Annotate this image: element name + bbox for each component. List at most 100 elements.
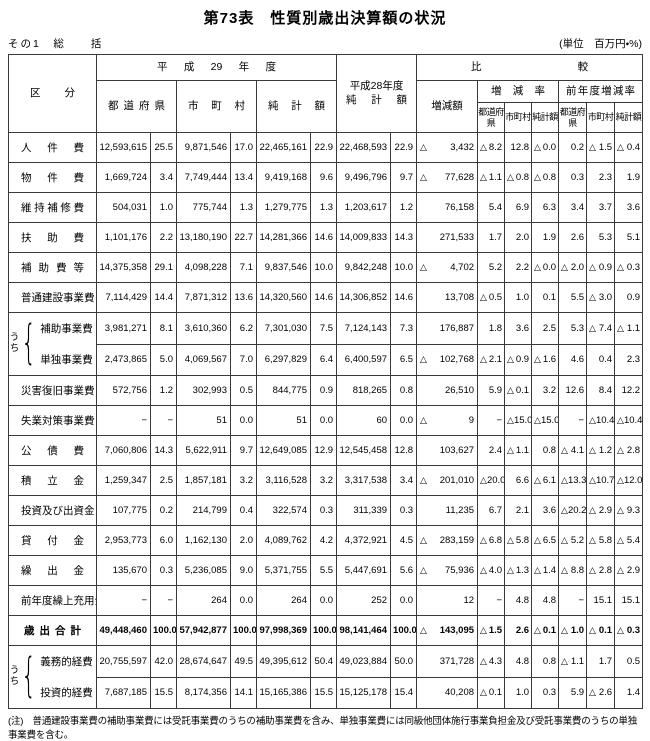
table-cell: 2.3: [614, 343, 644, 376]
table-cell: 13,180,190: [176, 222, 231, 253]
table-row: 人件費 12,593,615 25.5 9,871,546 17.0 22,465,161…: [8, 132, 644, 163]
table-cell: 2.0: [504, 222, 533, 253]
table-cell: 14.1: [230, 676, 257, 709]
footnote: (注) 普通建設事業費の補助事業費には受託事業費のうちの補助事業費を含み、単独事…: [8, 716, 638, 741]
table-cell: 214,799: [176, 495, 231, 526]
table-cell: 844,775: [256, 375, 311, 406]
table-cell: 3,981,271: [96, 312, 151, 345]
decrease-triangle-icon: △: [507, 565, 514, 575]
table-row: 積立金 1,259,347 2.5 1,857,181 3.2 3,116,528 3.2 3…: [8, 465, 644, 496]
table-cell: 0.8: [531, 435, 560, 466]
decrease-triangle-icon: △: [561, 655, 568, 666]
table-cell: 22.9: [390, 132, 418, 163]
table-cell: 1.2: [150, 375, 177, 406]
row-label-cell: 公債費: [8, 435, 97, 466]
row-label: 失業対策事業費: [21, 415, 95, 427]
table-cell: 7.1: [230, 252, 257, 283]
row-label-group: うち{義務的経費投資的経費: [8, 645, 97, 709]
table-cell: △ 2.0: [558, 252, 588, 283]
table-cell: △ 0.3: [614, 252, 644, 283]
table-cell: 5.5: [309, 555, 338, 586]
table-cell: 1.4: [614, 676, 644, 709]
table-cell: 1.3: [309, 192, 338, 223]
decrease-triangle-icon: △: [534, 565, 541, 575]
decrease-triangle-icon: △: [480, 535, 487, 545]
table-cell: 3,610,360: [176, 312, 231, 345]
table-cell: 9.7: [390, 162, 418, 193]
table-cell: 1.7: [477, 222, 506, 253]
table-cell: 3,116,528: [256, 465, 311, 496]
table-cell: △ 1.1: [504, 435, 533, 466]
decrease-triangle-icon: △: [589, 445, 596, 455]
row-label-cell: 前年度繰上充用金: [8, 585, 97, 616]
table-cell: 3.2: [230, 465, 257, 496]
table-cell: 107,775: [96, 495, 151, 526]
table-cell: △ 6.1: [531, 465, 560, 496]
table-cell: 5,371,755: [256, 555, 311, 586]
row-label: 歳出合計: [24, 625, 81, 637]
decrease-triangle-icon: △: [534, 625, 541, 635]
decrease-triangle-icon: △: [589, 262, 596, 272]
header-zogenritsu: 増減率: [477, 80, 560, 103]
table-cell: 7.3: [390, 312, 418, 345]
table-cell: 50.0: [390, 645, 418, 678]
table-cell: 1.2: [390, 192, 418, 223]
table-row: 貸付金 2,953,773 6.0 1,162,130 2.0 4,089,762 4.2 4…: [8, 525, 644, 556]
table-cell: 0.0: [230, 405, 257, 436]
table-cell: 100.0: [230, 615, 257, 646]
table-cell: 5.3: [558, 312, 588, 345]
table-row: 失業対策事業費 − −51 0.0 51 0.0 60 0.0 △ 9− △ 15.0 △ 15.0− △ 1…: [8, 405, 644, 436]
row-label: 物件費: [21, 172, 84, 184]
table-cell: △ 10.4: [586, 405, 616, 436]
table-cell: 7,114,429: [96, 282, 151, 313]
table-cell: 1,857,181: [176, 465, 231, 496]
table-cell: 25.5: [150, 132, 177, 163]
decrease-triangle-icon: △: [480, 292, 487, 302]
subheader-shichoson: 市町村: [586, 102, 616, 133]
decrease-triangle-icon: △: [420, 535, 427, 545]
table-cell: −: [150, 405, 177, 436]
decrease-triangle-icon: △: [420, 565, 427, 575]
table-cell: △ 0.1: [586, 615, 616, 646]
row-label: 単独事業費: [40, 354, 93, 366]
table-cell: 5.0: [150, 343, 177, 376]
table-cell: 14,375,358: [96, 252, 151, 283]
table-row: 公債費 7,060,806 14.3 5,622,911 9.7 12,649,085 12…: [8, 435, 644, 466]
table-cell: 7,060,806: [96, 435, 151, 466]
decrease-triangle-icon: △: [589, 687, 596, 698]
table-cell: −: [477, 585, 506, 616]
uchi-label: うち: [9, 665, 20, 687]
row-label-cell: 補助費等: [8, 252, 97, 283]
table-cell: △ 0.9: [504, 343, 533, 376]
table-cell: 0.9: [614, 282, 644, 313]
table-cell: 40,208: [416, 676, 479, 709]
table-cell: △ 4,702: [416, 252, 479, 283]
decrease-triangle-icon: △: [534, 475, 541, 485]
table-cell: △ 2.1: [477, 343, 506, 376]
decrease-triangle-icon: △: [507, 535, 514, 545]
table-cell: 0.3: [150, 555, 177, 586]
table-cell: 60: [336, 405, 392, 436]
table-cell: 1,203,617: [336, 192, 392, 223]
decrease-triangle-icon: △: [507, 354, 514, 365]
header-zennendo-zogenritsu: 前年度増減率: [558, 80, 644, 103]
row-label: 維持補修費: [21, 202, 84, 214]
table-cell: 14,009,833: [336, 222, 392, 253]
decrease-triangle-icon: △: [589, 505, 596, 515]
table-cell: 8.4: [586, 375, 616, 406]
table-row: 投資及び出資金 107,775 0.2 214,799 0.4 322,574 0.3 311…: [8, 495, 644, 526]
table-row: 繰出金 135,670 0.3 5,236,085 9.0 5,371,755 5.5 5,4…: [8, 555, 644, 586]
row-label: 扶助費: [21, 232, 84, 244]
table-cell: △ 20.0: [477, 465, 506, 496]
table-cell: 57,942,877: [176, 615, 231, 646]
table-cell: 2.2: [504, 252, 533, 283]
table-cell: 97,998,369: [256, 615, 311, 646]
decrease-triangle-icon: △: [617, 565, 624, 575]
row-label-cell: 歳出合計: [8, 615, 97, 646]
table-cell: 3,317,538: [336, 465, 392, 496]
table-cell: 98,141,464: [336, 615, 392, 646]
table-cell: 0.4: [586, 343, 616, 376]
table-cell: 3.2: [531, 375, 560, 406]
row-label: 投資的経費: [40, 687, 93, 699]
